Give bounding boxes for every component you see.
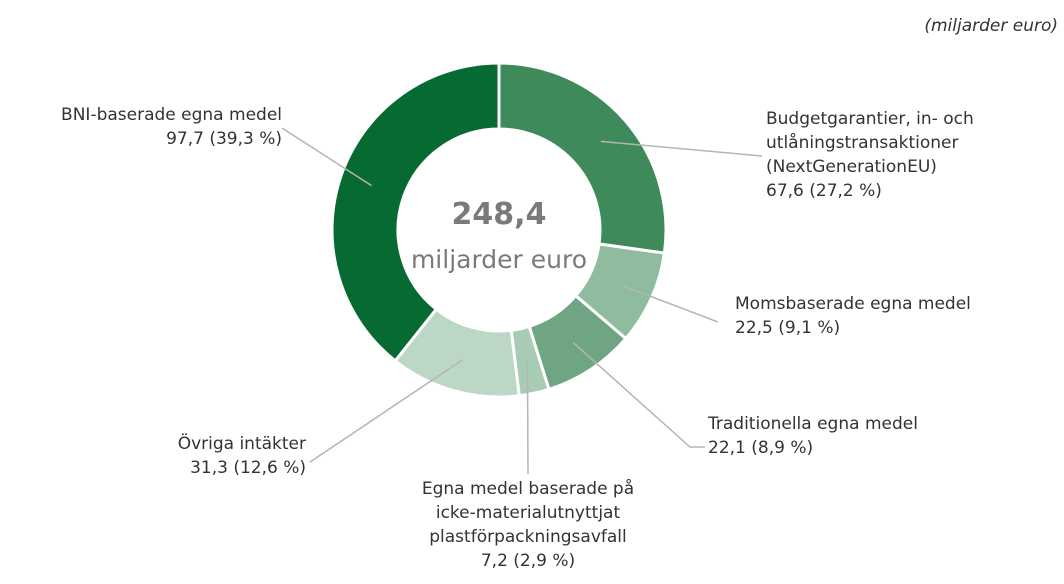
slice bbox=[497, 61, 668, 255]
value-label: 31,3 (12,6 %) bbox=[190, 458, 306, 478]
value-label: 7,2 (2,9 %) bbox=[480, 551, 576, 571]
category-name: Momsbaserade egna medel bbox=[735, 294, 971, 314]
slice-label: Egna medel baserade på icke-materialutny… bbox=[378, 477, 678, 573]
category-name: BNI-baserade egna medel bbox=[61, 105, 282, 125]
slice-label: Momsbaserade egna medel 22,5 (9,1 %) bbox=[735, 292, 971, 340]
category-name: Traditionella egna medel bbox=[708, 414, 918, 434]
slice-label: Övriga intäkter 31,3 (12,6 %) bbox=[178, 432, 306, 480]
value-label: 22,1 (8,9 %) bbox=[708, 438, 814, 458]
leader-line bbox=[281, 127, 372, 187]
slice-label: BNI-baserade egna medel 97,7 (39,3 %) bbox=[61, 103, 282, 151]
slice-label: Traditionella egna medel 22,1 (8,9 %) bbox=[708, 412, 918, 460]
leader-line bbox=[572, 342, 705, 448]
center-value: 248,4 bbox=[452, 197, 547, 232]
category-name: Egna medel baserade på icke-materialutny… bbox=[421, 479, 635, 547]
value-label: 97,7 (39,3 %) bbox=[166, 129, 282, 149]
slice bbox=[330, 61, 501, 363]
value-label: 22,5 (9,1 %) bbox=[735, 318, 841, 338]
slice-label: Budgetgarantier, in- och utlåningstransa… bbox=[766, 107, 974, 203]
leader-line bbox=[526, 361, 529, 475]
center-text: miljarder euro bbox=[411, 245, 587, 274]
value-label: 67,6 (27,2 %) bbox=[766, 181, 882, 201]
slices bbox=[330, 61, 668, 399]
unit-note: (miljarder euro) bbox=[924, 16, 1058, 36]
leader-line bbox=[309, 359, 463, 463]
leader-line bbox=[600, 140, 763, 157]
category-name: Budgetgarantier, in- och utlåningstransa… bbox=[766, 109, 974, 177]
leader-line bbox=[621, 284, 719, 323]
category-name: Övriga intäkter bbox=[177, 434, 306, 454]
